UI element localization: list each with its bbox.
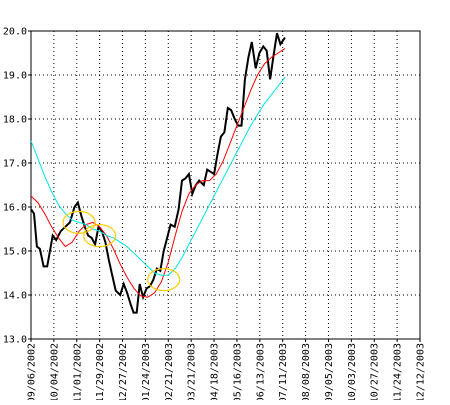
x-tick-label: 09/05/2003 — [324, 343, 335, 400]
x-tick-label: 11/24/2003 — [393, 343, 404, 400]
y-tick-label: 16.0 — [3, 203, 27, 214]
highlight-ellipse — [62, 210, 96, 234]
x-tick-label: 12/27/2002 — [118, 343, 129, 400]
x-tick-label: 12/12/2003 — [416, 343, 427, 400]
y-tick-label: 19.0 — [3, 71, 27, 82]
x-tick-label: 11/29/2002 — [95, 343, 106, 400]
y-tick-label: 17.0 — [3, 159, 27, 170]
x-tick-label: 04/18/2003 — [210, 343, 221, 400]
highlight-ellipse — [147, 268, 181, 292]
x-tick-label: 10/04/2002 — [49, 343, 60, 400]
highlight-group — [62, 210, 181, 292]
y-axis: 13.0 14.0 15.0 16.0 17.0 18.0 19.0 20.0 — [3, 27, 31, 346]
x-tick-label: 06/13/2003 — [255, 343, 266, 400]
highlight-ellipse — [83, 224, 117, 248]
x-tick-label: 10/03/2003 — [347, 343, 358, 400]
x-tick-label: 09/06/2002 — [27, 343, 38, 400]
x-tick-label: 02/21/2003 — [164, 343, 175, 400]
series-line-2 — [30, 48, 286, 298]
plot-area — [30, 30, 421, 340]
y-tick-label: 14.0 — [3, 291, 27, 302]
x-tick-label: 01/24/2003 — [141, 343, 152, 400]
x-tick-label: 03/21/2003 — [187, 343, 198, 400]
x-tick-label: 07/11/2003 — [278, 343, 289, 400]
x-tick-label: 10/27/2003 — [370, 343, 381, 400]
x-tick-label: 05/16/2003 — [232, 343, 243, 400]
y-tick-label: 20.0 — [3, 27, 27, 38]
x-tick-label: 11/01/2002 — [72, 343, 83, 400]
y-tick-label: 13.0 — [3, 335, 27, 346]
y-tick-label: 18.0 — [3, 115, 27, 126]
series-line-3 — [30, 76, 286, 276]
x-axis: 09/06/2002 10/04/2002 11/01/2002 11/29/2002… — [27, 339, 427, 403]
y-tick-label: 15.0 — [3, 247, 27, 258]
x-tick-label: 08/08/2003 — [301, 343, 312, 400]
